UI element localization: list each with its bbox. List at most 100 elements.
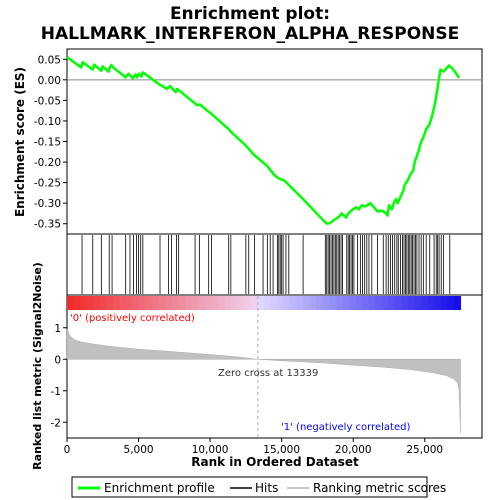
legend-hits-label: Hits	[255, 481, 278, 495]
correlation-color-bar-segment	[394, 296, 403, 310]
correlation-color-bar-segment	[106, 296, 114, 310]
correlation-color-bar-segment	[204, 296, 212, 310]
hits-panel-frame	[66, 233, 483, 296]
chart-title-line1: Enrichment plot:	[170, 4, 330, 24]
legend-enrichment-label: Enrichment profile	[104, 481, 215, 495]
legend-box	[71, 476, 428, 498]
correlation-color-bar-segment	[381, 296, 389, 310]
correlation-color-bar-segment	[375, 296, 383, 310]
correlation-color-bar-segment	[112, 296, 120, 310]
correlation-color-bar-segment	[119, 296, 127, 310]
correlation-color-bar-segment	[283, 296, 291, 310]
correlation-color-bar-segment	[185, 296, 193, 310]
correlation-color-bar-segment	[198, 296, 206, 310]
correlation-color-bar-segment	[237, 296, 245, 310]
correlation-color-bar-segment	[132, 296, 140, 310]
correlation-color-bar-segment	[145, 296, 153, 310]
correlation-color-bar-segment	[244, 296, 252, 310]
correlation-color-bar-segment	[250, 296, 258, 310]
correlation-color-bar-segment	[211, 296, 219, 310]
zero-cross-label: Zero cross at 13339	[218, 368, 318, 379]
correlation-color-bar-segment	[362, 296, 370, 310]
correlation-color-bar-segment	[290, 296, 298, 310]
correlation-color-bar-segment	[257, 296, 265, 310]
correlation-color-bar-segment	[434, 296, 442, 310]
correlation-color-bar-segment	[86, 296, 94, 310]
ranked-metric-panel: 1 0 -1 -2 0 5,000 10,000 15,000 20,000 25,000	[51, 296, 461, 456]
correlation-color-bar-segment	[388, 296, 396, 310]
correlation-color-bar-segment	[99, 296, 107, 310]
correlation-color-bar-segment	[329, 296, 337, 310]
correlation-color-bar-segment	[408, 296, 416, 310]
correlation-color-bar-segment	[178, 296, 186, 310]
correlation-color-bar-segment	[165, 296, 173, 310]
ranked-metric-area	[66, 329, 461, 434]
correlation-color-bar-segment	[126, 296, 134, 310]
correlation-color-bar-segment	[421, 296, 429, 310]
x-tick-label: 20,000	[335, 444, 372, 456]
x-tick-label: 10,000	[192, 444, 229, 456]
correlation-color-bar-segment	[276, 296, 284, 310]
correlation-color-bar-segment	[230, 296, 239, 310]
x-tick-label: 0	[64, 444, 71, 456]
correlation-color-bar-segment	[93, 296, 101, 310]
correlation-color-bar-segment	[158, 296, 166, 310]
legend-metric-label: Ranking metric scores	[313, 481, 446, 495]
ranked-y-tick-label: -1	[51, 386, 61, 398]
enrichment-profile-line	[66, 56, 461, 225]
correlation-color-bar-segment	[191, 296, 199, 310]
correlation-color-bar-segment	[309, 296, 317, 310]
correlation-color-bar-segment	[263, 296, 271, 310]
correlation-color-bar-segment	[303, 296, 311, 310]
positive-correlation-label: '0' (positively correlated)	[70, 313, 195, 324]
es-y-tick-label: 0.05	[38, 54, 61, 66]
es-y-tick-label: -0.10	[34, 116, 61, 128]
es-panel: 0.05 0.00 -0.05 -0.10 -0.15 -0.20 -0.25 -0.30 -0…	[34, 54, 482, 231]
es-y-tick-label: -0.35	[34, 219, 61, 231]
ranked-y-axis-label: Ranked list metric (Signal2Noise)	[31, 262, 44, 470]
es-y-tick-label: -0.25	[34, 178, 61, 190]
correlation-color-bar-segment	[270, 296, 278, 310]
ranked-y-tick-label: -2	[51, 417, 61, 429]
correlation-color-bar-segment	[440, 296, 448, 310]
correlation-color-bar-segment	[139, 296, 147, 310]
correlation-color-bar-segment	[414, 296, 422, 310]
correlation-color-bar-segment	[447, 296, 455, 310]
correlation-color-bar-segment	[217, 296, 225, 310]
x-axis-label: Rank in Ordered Dataset	[191, 455, 359, 469]
legend: Enrichment profile Hits Ranking metric s…	[71, 476, 446, 498]
hits-panel	[67, 235, 462, 310]
es-y-tick-label: -0.20	[34, 157, 61, 169]
correlation-color-bar-segment	[152, 296, 160, 310]
correlation-color-bar-segment	[453, 296, 462, 310]
es-y-tick-label: -0.30	[34, 198, 61, 210]
es-panel-frame	[66, 48, 483, 235]
es-y-tick-label: 0.00	[38, 75, 61, 87]
correlation-color-bar-segment	[296, 296, 304, 310]
chart-title-line2: HALLMARK_INTERFERON_ALPHA_RESPONSE	[41, 24, 460, 44]
es-y-tick-label: -0.05	[34, 95, 61, 107]
ranked-y-tick-label: 0	[54, 354, 61, 366]
correlation-color-bar-segment	[355, 296, 363, 310]
es-y-axis-label: Enrichment score (ES)	[13, 67, 27, 217]
es-y-tick-label: -0.15	[34, 137, 61, 149]
correlation-color-bar-segment	[73, 296, 81, 310]
x-tick-label: 5,000	[124, 444, 154, 456]
correlation-color-bar-segment	[342, 296, 350, 310]
correlation-color-bar-segment	[335, 296, 343, 310]
correlation-color-bar-segment	[427, 296, 435, 310]
x-tick-label: 15,000	[263, 444, 300, 456]
correlation-color-bar-segment	[322, 296, 330, 310]
correlation-color-bar-segment	[401, 296, 409, 310]
correlation-color-bar-segment	[349, 296, 357, 310]
correlation-color-bar-segment	[224, 296, 232, 310]
ranked-y-tick-label: 1	[54, 323, 61, 335]
correlation-color-bar-segment	[67, 296, 75, 310]
x-tick-label: 25,000	[406, 444, 443, 456]
correlation-color-bar-segment	[316, 296, 324, 310]
negative-correlation-label: '1' (negatively correlated)	[281, 422, 410, 433]
correlation-color-bar-segment	[80, 296, 88, 310]
correlation-color-bar-segment	[368, 296, 376, 310]
correlation-color-bar-segment	[171, 296, 180, 310]
